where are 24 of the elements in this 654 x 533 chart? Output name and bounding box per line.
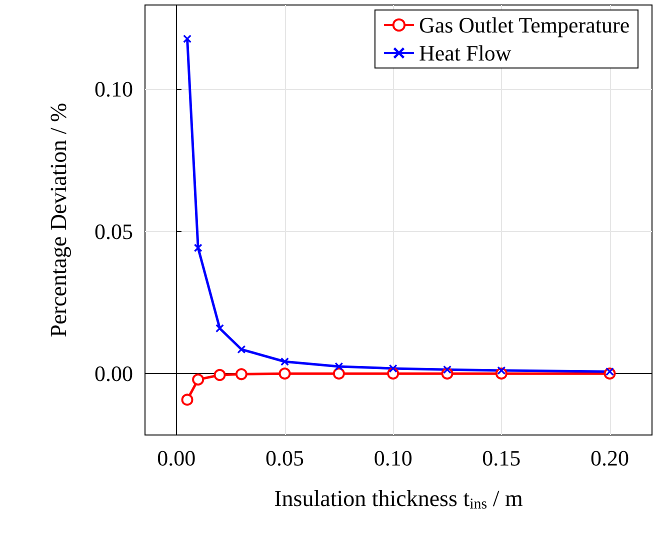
x-tick-label: 0.00 (157, 446, 196, 470)
y-axis-title: Percentage Deviation / % (46, 102, 71, 338)
y-tick-label: 0.05 (94, 218, 133, 244)
x-tick-label: 0.20 (590, 446, 629, 470)
legend-label: Gas Outlet Temperature (418, 12, 630, 38)
point (181, 394, 194, 406)
point (334, 362, 343, 370)
x-tick-label: 0.05 (266, 446, 304, 470)
point (183, 34, 192, 43)
point (280, 358, 289, 366)
point (214, 368, 226, 381)
legend-label: Heat Flow (418, 40, 512, 66)
point (194, 244, 202, 252)
point (278, 368, 291, 380)
point (389, 364, 398, 372)
y-tick-label: 0.00 (94, 361, 133, 386)
x-tick-label: 0.15 (482, 446, 521, 470)
point (192, 374, 204, 386)
y-tick-label: 0.10 (94, 76, 133, 102)
point (237, 345, 246, 354)
x-tick-label: 0.10 (374, 446, 412, 470)
point (235, 368, 248, 380)
point (216, 324, 224, 332)
point (332, 368, 345, 380)
